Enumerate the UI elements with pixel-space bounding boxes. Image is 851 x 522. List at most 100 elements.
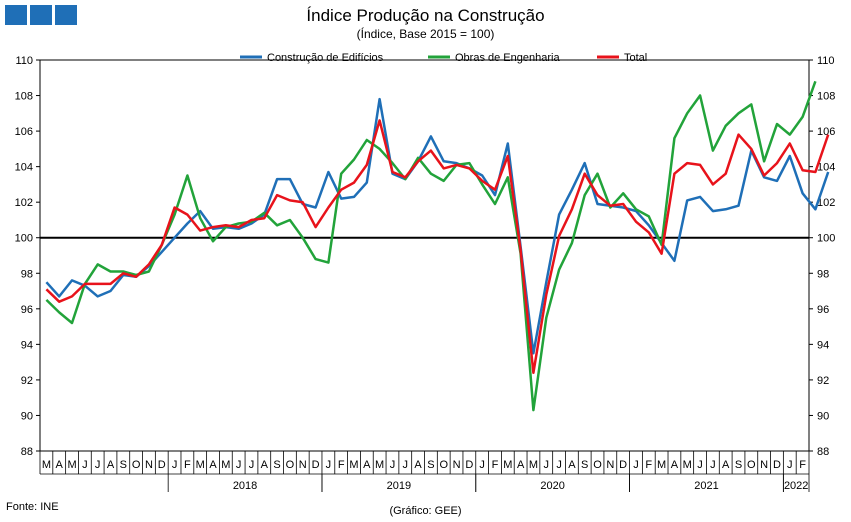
y-tick-label-left: 100 — [15, 233, 33, 245]
x-tick-label: M — [196, 459, 205, 471]
y-tick-label-right: 100 — [817, 233, 835, 245]
legend-label: Total — [624, 52, 647, 64]
y-tick-label-left: 88 — [21, 446, 33, 458]
x-tick-label: O — [132, 459, 141, 471]
x-tick-label: F — [799, 459, 806, 471]
y-tick-label-right: 98 — [817, 268, 829, 280]
x-tick-label: M — [375, 459, 384, 471]
y-tick-label-left: 94 — [21, 339, 33, 351]
y-tick-label-left: 90 — [21, 410, 33, 422]
x-tick-label: S — [273, 459, 280, 471]
series-line-total — [45, 119, 830, 375]
y-tick-label-left: 106 — [15, 126, 33, 138]
x-tick-label: J — [479, 459, 485, 471]
series-line-obras-de-engenharia — [45, 80, 817, 412]
x-tick-label: A — [261, 459, 269, 471]
x-tick-label: J — [95, 459, 101, 471]
chart-title: Índice Produção na Construção — [306, 6, 545, 25]
year-label: 2020 — [540, 480, 564, 492]
x-tick-label: A — [363, 459, 371, 471]
x-tick-label: F — [645, 459, 652, 471]
x-tick-label: M — [503, 459, 512, 471]
x-tick-label: D — [773, 459, 781, 471]
x-tick-label: J — [633, 459, 639, 471]
x-tick-label: A — [414, 459, 422, 471]
y-tick-label-left: 108 — [15, 91, 33, 103]
credit-note: (Gráfico: GEE) — [389, 505, 462, 517]
x-tick-label: F — [338, 459, 345, 471]
x-tick-label: O — [593, 459, 602, 471]
x-tick-label: A — [56, 459, 64, 471]
year-label: 2021 — [694, 480, 718, 492]
x-tick-label: D — [312, 459, 320, 471]
ine-logo — [5, 5, 77, 25]
y-tick-label-right: 90 — [817, 410, 829, 422]
legend-label: Construção de Edifícios — [267, 52, 384, 64]
x-tick-label: N — [145, 459, 153, 471]
x-tick-label: O — [747, 459, 756, 471]
x-tick-label: J — [544, 459, 550, 471]
x-tick-label: J — [710, 459, 716, 471]
x-tick-label: J — [82, 459, 88, 471]
y-tick-label-right: 92 — [817, 375, 829, 387]
x-tick-label: J — [697, 459, 703, 471]
x-tick-label: J — [403, 459, 409, 471]
series-line-construcao-de-edificios — [45, 97, 830, 355]
x-tick-label: J — [172, 459, 178, 471]
x-tick-label: J — [556, 459, 562, 471]
x-tick-label: O — [439, 459, 448, 471]
y-tick-label-right: 88 — [817, 446, 829, 458]
x-tick-label: A — [722, 459, 730, 471]
x-tick-label: D — [465, 459, 473, 471]
y-tick-label-right: 94 — [817, 339, 829, 351]
y-tick-label-left: 102 — [15, 197, 33, 209]
x-tick-label: M — [67, 459, 76, 471]
x-tick-label: A — [209, 459, 217, 471]
x-tick-label: J — [249, 459, 255, 471]
year-label: 2019 — [387, 480, 411, 492]
x-tick-label: F — [184, 459, 191, 471]
source-note: Fonte: INE — [6, 501, 59, 513]
x-tick-label: J — [787, 459, 793, 471]
y-tick-label-left: 96 — [21, 304, 33, 316]
x-tick-label: N — [299, 459, 307, 471]
year-label: 2018 — [233, 480, 257, 492]
x-tick-label: M — [349, 459, 358, 471]
x-tick-label: J — [326, 459, 332, 471]
x-tick-label: S — [735, 459, 742, 471]
legend-label: Obras de Engenharia — [455, 52, 560, 64]
y-tick-label-right: 106 — [817, 126, 835, 138]
x-tick-label: D — [158, 459, 166, 471]
y-tick-label-right: 96 — [817, 304, 829, 316]
x-tick-label: M — [683, 459, 692, 471]
chart-subtitle: (Índice, Base 2015 = 100) — [356, 27, 495, 41]
x-tick-label: J — [236, 459, 242, 471]
x-tick-label: A — [107, 459, 115, 471]
x-tick-label: A — [517, 459, 525, 471]
y-tick-label-left: 110 — [15, 55, 33, 67]
y-tick-label-left: 92 — [21, 375, 33, 387]
x-tick-label: J — [390, 459, 396, 471]
x-tick-label: A — [671, 459, 679, 471]
y-axis-right: 88 90 92 94 96 98 100 102 104 106 108 110 — [809, 55, 835, 458]
y-tick-label-left: 104 — [15, 162, 33, 174]
x-tick-label: A — [568, 459, 576, 471]
y-tick-label-right: 110 — [817, 55, 835, 67]
x-tick-label: M — [42, 459, 51, 471]
y-axis-left: 88 90 92 94 96 98 100 102 104 106 108 110 — [15, 55, 40, 458]
y-tick-label-left: 98 — [21, 268, 33, 280]
x-tick-label: N — [760, 459, 768, 471]
legend: Construção de Edifícios Obras de Engenhar… — [240, 52, 647, 64]
x-tick-label: F — [492, 459, 499, 471]
x-tick-label: S — [427, 459, 434, 471]
x-tick-label: O — [286, 459, 295, 471]
y-tick-label-right: 108 — [817, 91, 835, 103]
year-label: 2022 — [784, 480, 808, 492]
x-tick-label: D — [619, 459, 627, 471]
x-tick-label: S — [120, 459, 127, 471]
y-tick-label-right: 104 — [817, 162, 835, 174]
x-tick-label: S — [581, 459, 588, 471]
x-tick-label: N — [606, 459, 614, 471]
